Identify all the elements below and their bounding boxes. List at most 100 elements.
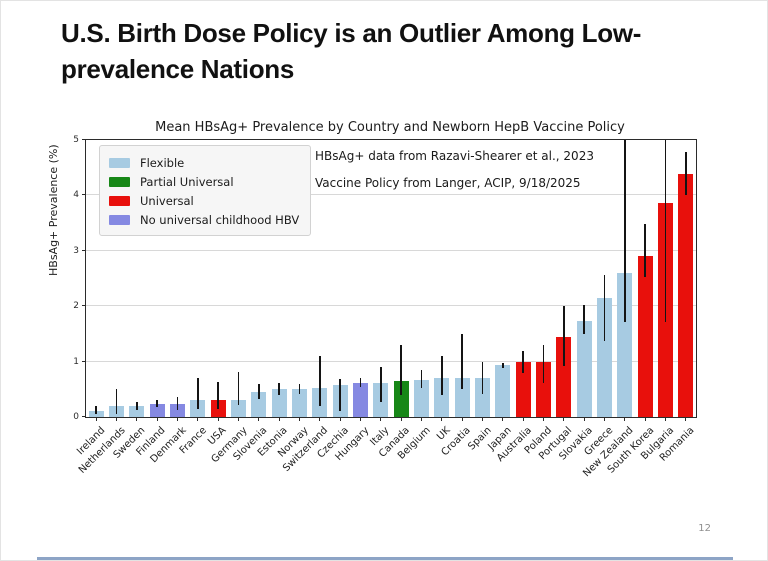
- bar-belgium: [414, 380, 429, 417]
- bar-slovenia: [251, 392, 267, 417]
- legend-row-universal: Universal: [109, 191, 301, 210]
- error-bar-portugal: [563, 306, 565, 367]
- bar-japan: [495, 365, 511, 417]
- error-bar-czechia: [339, 379, 341, 412]
- x-tick-mark: [258, 417, 260, 421]
- error-bar-bulgaria: [664, 140, 667, 322]
- x-tick-mark: [502, 417, 504, 421]
- bar-slovakia: [576, 321, 592, 417]
- error-bar-norway: [298, 383, 301, 394]
- error-bar-slovakia: [583, 305, 585, 334]
- x-tick-mark: [583, 417, 585, 421]
- bar-south-korea: [637, 255, 653, 417]
- x-tick-mark: [400, 417, 402, 421]
- x-tick-mark: [665, 417, 666, 421]
- bar-australia: [515, 361, 531, 417]
- y-tick-mark: [82, 416, 86, 417]
- plot-area: Flexible Partial Universal Universal No …: [73, 135, 697, 479]
- legend-label: Flexible: [140, 155, 185, 170]
- bar-ireland: [88, 411, 104, 417]
- x-tick-mark: [197, 417, 199, 421]
- x-tick-mark: [522, 417, 524, 421]
- gridline-3: [86, 249, 696, 251]
- x-tick-mark: [95, 417, 97, 421]
- bar-poland: [536, 361, 551, 417]
- x-tick-mark: [116, 417, 117, 421]
- chart-title: Mean HBsAg+ Prevalence by Country and Ne…: [155, 120, 625, 135]
- gridline-4: [86, 194, 696, 196]
- legend: Flexible Partial Universal Universal No …: [99, 145, 311, 236]
- annotation-line-1: HBsAg+ data from Razavi-Shearer et al., …: [315, 149, 594, 163]
- x-tick-mark: [238, 417, 239, 421]
- y-tick-mark: [82, 360, 86, 362]
- error-bar-poland: [542, 344, 545, 383]
- error-bar-canada: [400, 344, 402, 395]
- bottom-strip: [37, 557, 733, 560]
- error-bar-france: [197, 378, 199, 409]
- data-source-annotation: HBsAg+ data from Razavi-Shearer et al., …: [315, 149, 594, 203]
- flexible-swatch-icon: [109, 157, 130, 168]
- x-tick-mark: [543, 417, 544, 421]
- x-tick-mark: [644, 417, 646, 421]
- bar-greece: [597, 297, 612, 417]
- error-bar-italy: [380, 367, 382, 402]
- x-tick-mark: [177, 417, 178, 421]
- x-tick-mark: [299, 417, 300, 421]
- x-tick-mark: [604, 417, 605, 421]
- x-tick-mark: [278, 417, 280, 421]
- x-tick-mark: [217, 417, 219, 421]
- y-tick-label-1: 1: [73, 356, 79, 367]
- error-bar-south-korea: [644, 224, 646, 278]
- y-tick-mark: [82, 249, 86, 251]
- legend-label: Universal: [140, 193, 194, 208]
- bar-denmark: [170, 403, 185, 417]
- x-tick-mark: [156, 417, 158, 421]
- bar-new-zealand: [617, 272, 633, 417]
- error-bar-usa: [217, 381, 219, 409]
- x-tick-mark: [136, 417, 138, 421]
- x-tick-mark: [441, 417, 443, 421]
- error-bar-netherlands: [115, 389, 118, 415]
- x-tick-mark: [461, 417, 463, 421]
- bar-estonia: [271, 389, 287, 417]
- y-tick-label-3: 3: [73, 245, 79, 256]
- bar-portugal: [556, 336, 572, 417]
- error-bar-slovenia: [258, 383, 260, 399]
- error-bar-finland: [156, 400, 158, 408]
- y-tick-mark: [82, 305, 86, 307]
- bar-croatia: [454, 378, 470, 417]
- error-bar-uk: [441, 356, 443, 395]
- x-tick-mark: [685, 417, 687, 421]
- error-bar-croatia: [461, 333, 463, 390]
- legend-row-flexible: Flexible: [109, 153, 301, 172]
- bar-romania: [678, 174, 694, 417]
- bar-norway: [292, 389, 307, 417]
- x-tick-mark: [360, 417, 361, 421]
- y-tick-mark: [82, 139, 86, 140]
- error-bar-denmark: [176, 396, 179, 410]
- legend-label: No universal childhood HBV: [140, 212, 300, 227]
- bar-uk: [434, 378, 450, 417]
- y-tick-label-0: 0: [73, 412, 79, 422]
- error-bar-belgium: [420, 370, 423, 389]
- error-bar-spain: [481, 361, 484, 394]
- bar-hungary: [353, 383, 368, 417]
- legend-row-no-universal: No universal childhood HBV: [109, 210, 301, 229]
- universal-swatch-icon: [109, 195, 130, 206]
- bar-finland: [149, 403, 165, 417]
- error-bar-romania: [685, 152, 687, 196]
- error-bar-germany: [237, 372, 240, 405]
- gridline-1: [86, 360, 696, 362]
- error-bar-greece: [603, 274, 606, 341]
- x-tick-mark: [339, 417, 341, 421]
- error-bar-australia: [522, 350, 524, 373]
- x-tick-mark: [319, 417, 321, 421]
- legend-row-partial-universal: Partial Universal: [109, 172, 301, 191]
- legend-label: Partial Universal: [140, 174, 234, 189]
- slide-title: U.S. Birth Dose Policy is an Outlier Amo…: [61, 18, 642, 84]
- error-bar-sweden: [136, 401, 138, 411]
- error-bar-hungary: [359, 377, 362, 387]
- y-tick-mark: [82, 194, 86, 196]
- error-bar-new-zealand: [624, 140, 626, 322]
